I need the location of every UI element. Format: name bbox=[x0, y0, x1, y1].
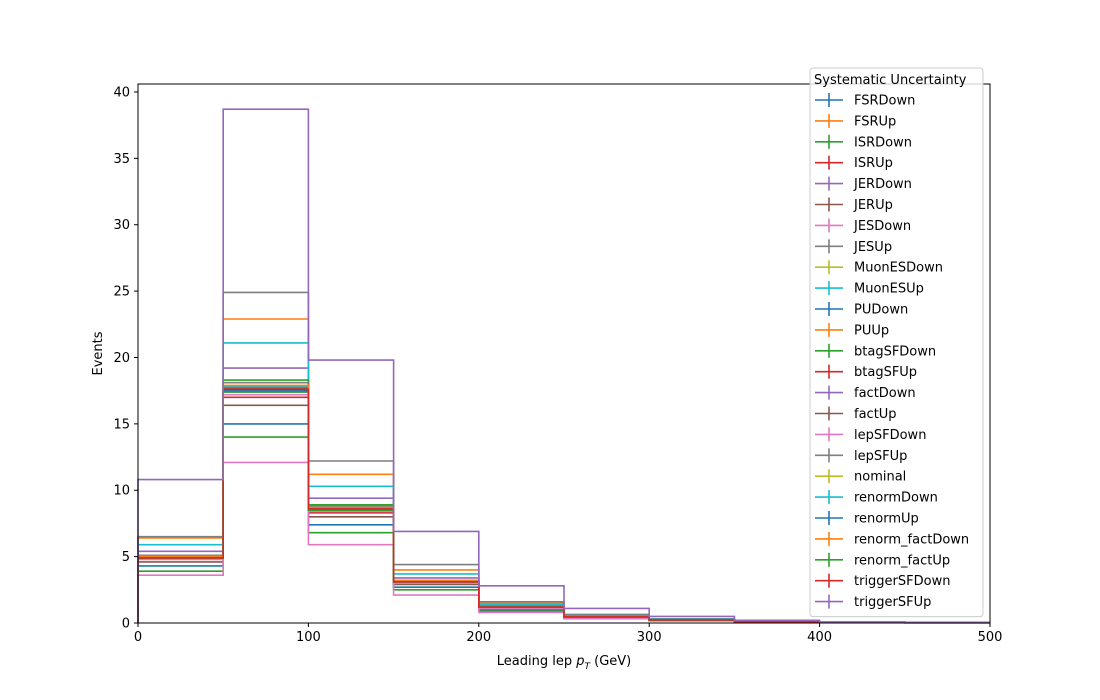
legend-item-factUp: factUp bbox=[815, 406, 897, 422]
legend-item-btagSFUp: btagSFUp bbox=[815, 364, 917, 380]
y-tick-label-25: 25 bbox=[113, 285, 130, 300]
legend-label-PUUp: PUUp bbox=[854, 323, 889, 338]
legend-label-triggerSFUp: triggerSFUp bbox=[854, 595, 931, 610]
legend-item-ISRUp: ISRUp bbox=[815, 155, 893, 171]
y-tick-label-30: 30 bbox=[113, 218, 130, 233]
legend-title: Systematic Uncertainty bbox=[814, 73, 967, 88]
legend-label-renorm_factDown: renorm_factDown bbox=[854, 532, 969, 547]
x-tick-label-0: 0 bbox=[134, 630, 142, 645]
legend-item-MuonESDown: MuonESDown bbox=[815, 260, 943, 276]
x-tick-label-400: 400 bbox=[807, 630, 832, 645]
y-tick-label-15: 15 bbox=[113, 417, 130, 432]
legend-item-lepSFUp: lepSFUp bbox=[815, 448, 907, 464]
legend-item-factDown: factDown bbox=[815, 385, 916, 401]
legend-label-nominal: nominal bbox=[854, 470, 906, 485]
legend-box bbox=[809, 67, 984, 618]
legend-label-FSRDown: FSRDown bbox=[854, 94, 915, 109]
legend-item-triggerSFUp: triggerSFUp bbox=[815, 594, 931, 610]
legend-label-lepSFDown: lepSFDown bbox=[854, 428, 926, 443]
legend-label-btagSFDown: btagSFDown bbox=[854, 344, 936, 359]
legend-item-JESUp: JESUp bbox=[815, 239, 892, 255]
x-tick-label-500: 500 bbox=[978, 630, 1003, 645]
legend-item-FSRUp: FSRUp bbox=[815, 113, 896, 129]
legend-label-btagSFUp: btagSFUp bbox=[854, 365, 917, 380]
legend-item-JERUp: JERUp bbox=[815, 197, 893, 213]
plot-frame bbox=[137, 83, 991, 624]
legend-label-ISRDown: ISRDown bbox=[854, 135, 912, 150]
y-tick-label-0: 0 bbox=[122, 617, 130, 632]
legend-label-JERUp: JERUp bbox=[853, 198, 893, 213]
series-layer bbox=[137, 108, 990, 624]
legend-item-triggerSFDown: triggerSFDown bbox=[815, 573, 950, 589]
legend-label-renorm_factUp: renorm_factUp bbox=[854, 553, 950, 568]
y-tick-label-10: 10 bbox=[113, 484, 130, 499]
legend-item-renorm_factDown: renorm_factDown bbox=[815, 531, 969, 547]
legend-item-nominal: nominal bbox=[815, 469, 906, 485]
legend-items: FSRDown FSRUp ISRDown ISRUp JERDown JERUp JESD… bbox=[815, 93, 969, 610]
legend-label-renormDown: renormDown bbox=[854, 491, 938, 506]
legend-item-renormDown: renormDown bbox=[815, 490, 938, 506]
legend-label-renormUp: renormUp bbox=[854, 512, 919, 527]
legend-item-renormUp: renormUp bbox=[815, 511, 919, 527]
legend-item-MuonESUp: MuonESUp bbox=[815, 281, 924, 297]
legend-label-JERDown: JERDown bbox=[853, 177, 912, 192]
y-tick-label-35: 35 bbox=[113, 152, 130, 167]
x-tick-label-300: 300 bbox=[637, 630, 662, 645]
legend-item-FSRDown: FSRDown bbox=[815, 93, 915, 109]
y-tick-label-20: 20 bbox=[113, 351, 130, 366]
legend-label-FSRUp: FSRUp bbox=[854, 114, 896, 129]
y-axis-label: Events bbox=[91, 331, 106, 375]
legend-label-JESUp: JESUp bbox=[853, 240, 892, 255]
legend-label-MuonESDown: MuonESDown bbox=[854, 261, 943, 276]
x-axis-label: Leading lep pT (GeV) bbox=[497, 654, 631, 672]
legend: Systematic Uncertainty FSRDown FSRUp ISRDo… bbox=[809, 67, 984, 618]
x-tick-label-100: 100 bbox=[296, 630, 321, 645]
legend-label-MuonESUp: MuonESUp bbox=[854, 282, 924, 297]
legend-label-JESDown: JESDown bbox=[853, 219, 911, 234]
legend-item-JERDown: JERDown bbox=[815, 176, 912, 192]
legend-item-renorm_factUp: renorm_factUp bbox=[815, 552, 950, 568]
legend-label-factDown: factDown bbox=[854, 386, 916, 401]
legend-label-triggerSFDown: triggerSFDown bbox=[854, 574, 950, 589]
y-tick-label-5: 5 bbox=[122, 550, 130, 565]
series-triggerSFUp bbox=[137, 108, 990, 624]
y-tick-label-40: 40 bbox=[113, 85, 130, 100]
legend-item-PUDown: PUDown bbox=[815, 302, 908, 318]
legend-item-ISRDown: ISRDown bbox=[815, 134, 912, 150]
legend-item-PUUp: PUUp bbox=[815, 322, 889, 338]
legend-label-ISRUp: ISRUp bbox=[854, 156, 893, 171]
ticks-layer: 0 100 200 300 400 500 0 5 10 15 20 25 30 35 40 bbox=[113, 85, 1002, 645]
x-tick-label-200: 200 bbox=[466, 630, 491, 645]
legend-label-PUDown: PUDown bbox=[854, 303, 908, 318]
legend-item-JESDown: JESDown bbox=[815, 218, 911, 234]
legend-item-lepSFDown: lepSFDown bbox=[815, 427, 926, 443]
legend-label-factUp: factUp bbox=[854, 407, 897, 422]
legend-item-btagSFDown: btagSFDown bbox=[815, 343, 936, 359]
legend-label-lepSFUp: lepSFUp bbox=[854, 449, 907, 464]
